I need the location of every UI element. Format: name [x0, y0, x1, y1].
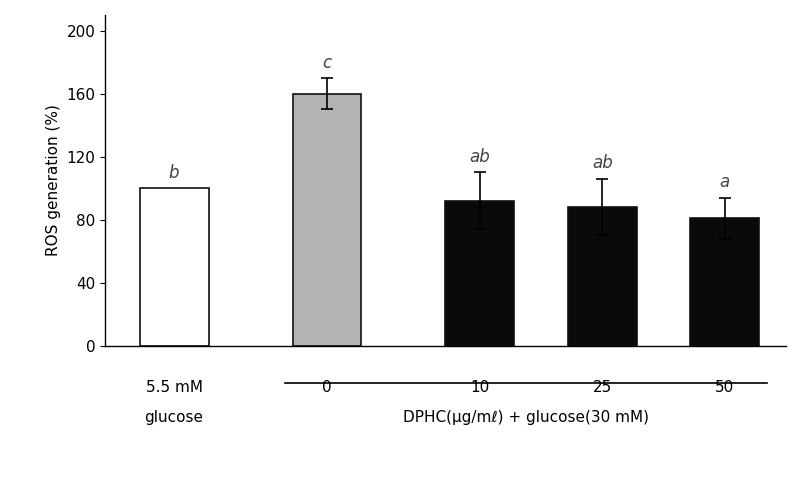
Text: b: b	[168, 164, 179, 182]
Text: ab: ab	[470, 148, 490, 166]
Text: 5.5 mM: 5.5 mM	[146, 380, 202, 395]
Text: 10: 10	[471, 380, 489, 395]
Text: glucose: glucose	[145, 410, 203, 425]
Text: a: a	[719, 173, 730, 191]
Text: 0: 0	[322, 380, 332, 395]
Bar	[292, 94, 361, 346]
Text: c: c	[322, 53, 331, 72]
Text: ab: ab	[592, 155, 612, 172]
Text: 25: 25	[593, 380, 612, 395]
Text: DPHC(μg/mℓ) + glucose(30 mM): DPHC(μg/mℓ) + glucose(30 mM)	[403, 410, 649, 425]
Bar	[568, 207, 637, 346]
Bar	[139, 188, 208, 346]
Text: 50: 50	[715, 380, 734, 395]
Y-axis label: ROS generation (%): ROS generation (%)	[46, 104, 61, 256]
Bar	[690, 218, 759, 346]
Bar	[446, 201, 514, 346]
